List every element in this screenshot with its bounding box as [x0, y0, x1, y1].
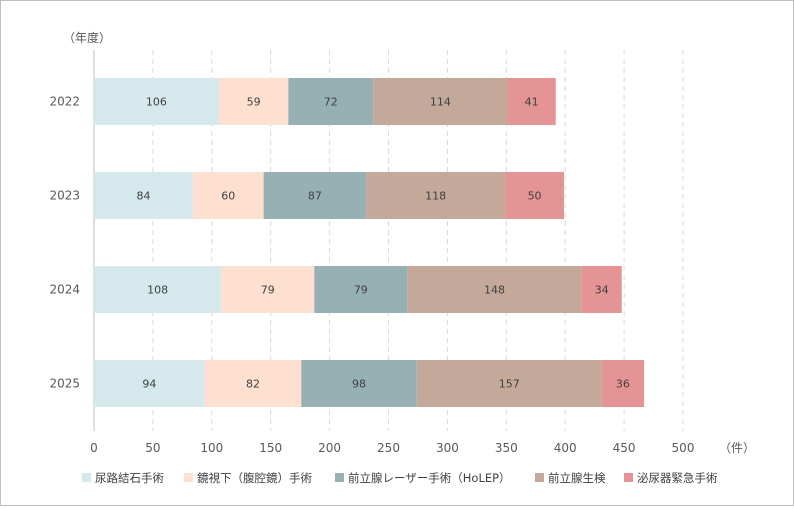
- bar-2023-series-1: [192, 172, 264, 219]
- x-tick-100: 100: [200, 441, 223, 455]
- bar-2025-series-3: [416, 360, 602, 407]
- data-label-2022-series-2: 72: [324, 96, 338, 109]
- data-label-2024-series-0: 108: [147, 284, 168, 297]
- bar-2024-series-4: [581, 266, 622, 313]
- data-label-2023-series-1: 60: [221, 190, 235, 203]
- x-tick-50: 50: [145, 441, 160, 455]
- bar-2022-series-0: [94, 78, 219, 125]
- legend-label-4: 泌尿器緊急手術: [637, 471, 718, 485]
- legend-swatch-0: [82, 473, 91, 482]
- data-label-2024-series-3: 148: [484, 284, 505, 297]
- x-tick-300: 300: [436, 441, 459, 455]
- bar-2025-series-0: [94, 360, 205, 407]
- data-label-2024-series-4: 34: [595, 284, 609, 297]
- x-tick-450: 450: [613, 441, 636, 455]
- bar-2023-series-4: [505, 172, 565, 219]
- bar-2024-series-3: [407, 266, 582, 313]
- y-tick-2024: 2024: [49, 283, 80, 297]
- bar-2024-series-2: [314, 266, 408, 313]
- bar-2024-series-0: [94, 266, 222, 313]
- x-tick-500: 500: [672, 441, 695, 455]
- x-ticks: 0 50 100 150 200 250 300 350 400 450 500: [90, 441, 694, 455]
- data-label-2023-series-3: 118: [425, 190, 446, 203]
- bar-2022-series-2: [288, 78, 374, 125]
- data-label-2023-series-0: 84: [136, 190, 150, 203]
- x-tick-400: 400: [554, 441, 577, 455]
- data-label-2022-series-4: 41: [525, 96, 539, 109]
- data-label-2023-series-4: 50: [528, 190, 542, 203]
- bar-2023-series-2: [263, 172, 367, 219]
- legend-label-1: 鏡視下（腹腔鏡）手術: [197, 471, 312, 485]
- y-tick-2023: 2023: [49, 189, 80, 203]
- data-label-2025-series-1: 82: [246, 378, 260, 391]
- data-label-2025-series-3: 157: [499, 378, 520, 391]
- x-tick-0: 0: [90, 441, 98, 455]
- legend-swatch-3: [535, 473, 544, 482]
- bars: 106 59 72 114 41 84 60 87 118 50 108 79 79 148 34 94 82 9…: [94, 78, 645, 407]
- data-label-2022-series-0: 106: [146, 96, 167, 109]
- x-tick-250: 250: [377, 441, 400, 455]
- x-axis-unit: （件）: [719, 441, 755, 455]
- y-tick-2025: 2025: [49, 377, 80, 391]
- legend-swatch-1: [184, 473, 193, 482]
- bar-2025-series-1: [204, 360, 302, 407]
- data-label-2025-series-2: 98: [352, 378, 366, 391]
- bar-2022-series-3: [373, 78, 508, 125]
- data-label-2022-series-1: 59: [247, 96, 261, 109]
- data-label-2023-series-2: 87: [308, 190, 322, 203]
- bar-2022-series-1: [218, 78, 289, 125]
- legend: 尿路結石手術 鏡視下（腹腔鏡）手術 前立腺レーザー手術（HoLEP） 前立腺生検 泌尿器…: [82, 471, 718, 485]
- x-tick-350: 350: [495, 441, 518, 455]
- legend-swatch-2: [335, 473, 344, 482]
- legend-label-3: 前立腺生検: [548, 471, 606, 485]
- data-label-2024-series-2: 79: [354, 284, 368, 297]
- x-tick-150: 150: [259, 441, 282, 455]
- bar-2023-series-0: [94, 172, 193, 219]
- data-label-2022-series-3: 114: [430, 96, 451, 109]
- bar-2024-series-1: [221, 266, 315, 313]
- bar-2023-series-3: [366, 172, 506, 219]
- bar-2025-series-4: [601, 360, 645, 407]
- data-label-2025-series-0: 94: [142, 378, 156, 391]
- data-label-2024-series-1: 79: [261, 284, 275, 297]
- legend-label-2: 前立腺レーザー手術（HoLEP）: [348, 471, 511, 485]
- bar-2022-series-4: [507, 78, 556, 125]
- y-tick-2022: 2022: [49, 95, 80, 109]
- x-tick-200: 200: [318, 441, 341, 455]
- legend-label-0: 尿路結石手術: [95, 471, 164, 485]
- data-label-2025-series-4: 36: [616, 378, 630, 391]
- y-axis-title: （年度）: [63, 30, 111, 45]
- bar-2025-series-2: [301, 360, 417, 407]
- legend-swatch-4: [624, 473, 633, 482]
- y-ticks: 2022 2023 2024 2025: [49, 95, 80, 391]
